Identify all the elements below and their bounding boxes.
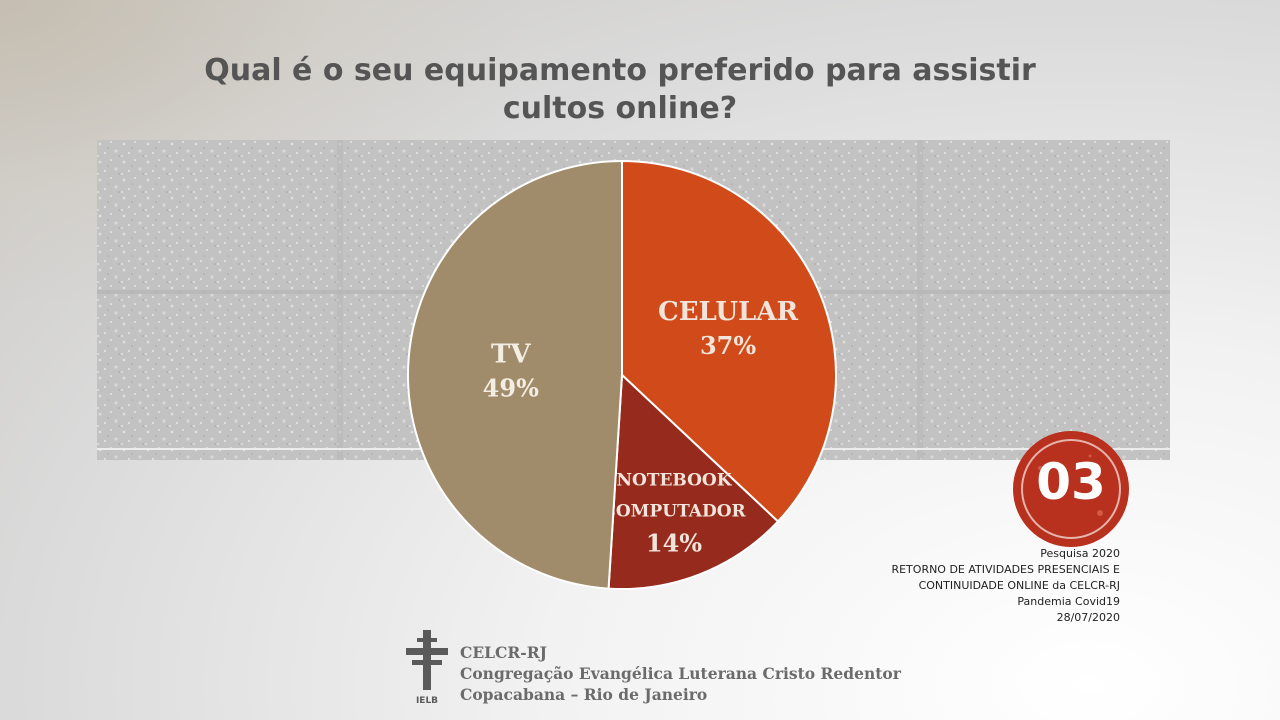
pie-slice-1 <box>607 372 780 590</box>
survey-line-3: CONTINUIDADE ONLINE da CELCR-RJ <box>918 579 1120 592</box>
survey-line-1: Pesquisa 2020 <box>1040 547 1120 560</box>
pie-slice-0 <box>621 159 837 523</box>
organization-info: CELCR-RJ Congregação Evangélica Luterana… <box>460 642 901 705</box>
survey-line-4: Pandemia Covid19 <box>1017 595 1120 608</box>
survey-line-2: RETORNO DE ATIVIDADES PRESENCIAIS E <box>891 563 1120 576</box>
org-line-3: Copacabana – Rio de Janeiro <box>460 685 708 704</box>
org-line-2: Congregação Evangélica Luterana Cristo R… <box>460 664 901 683</box>
chart-title: Qual é o seu equipamento preferido para … <box>170 52 1070 128</box>
ielb-cross-logo: IELB <box>406 630 448 706</box>
slice-value-2: 49% <box>483 373 539 402</box>
slice-label-1-0: NOTEBOOK <box>616 471 732 491</box>
survey-line-5: 28/07/2020 <box>1056 611 1120 624</box>
title-line-1: Qual é o seu equipamento preferido para … <box>204 53 1036 88</box>
slice-label-1-1: COMPUTADOR <box>602 502 746 522</box>
badge-circle <box>1013 431 1129 547</box>
org-line-1: CELCR-RJ <box>460 643 547 662</box>
badge-number: 03 <box>1036 453 1106 511</box>
title-line-2: cultos online? <box>502 91 738 126</box>
pie-slice-2 <box>406 159 623 590</box>
slice-label-0-0: CELULAR <box>658 297 798 327</box>
slice-value-0: 37% <box>700 331 756 360</box>
slice-value-1: 14% <box>646 529 702 558</box>
logo-text: IELB <box>416 696 438 706</box>
survey-info: Pesquisa 2020 RETORNO DE ATIVIDADES PRES… <box>891 546 1120 626</box>
slice-label-2-0: TV <box>491 339 531 369</box>
